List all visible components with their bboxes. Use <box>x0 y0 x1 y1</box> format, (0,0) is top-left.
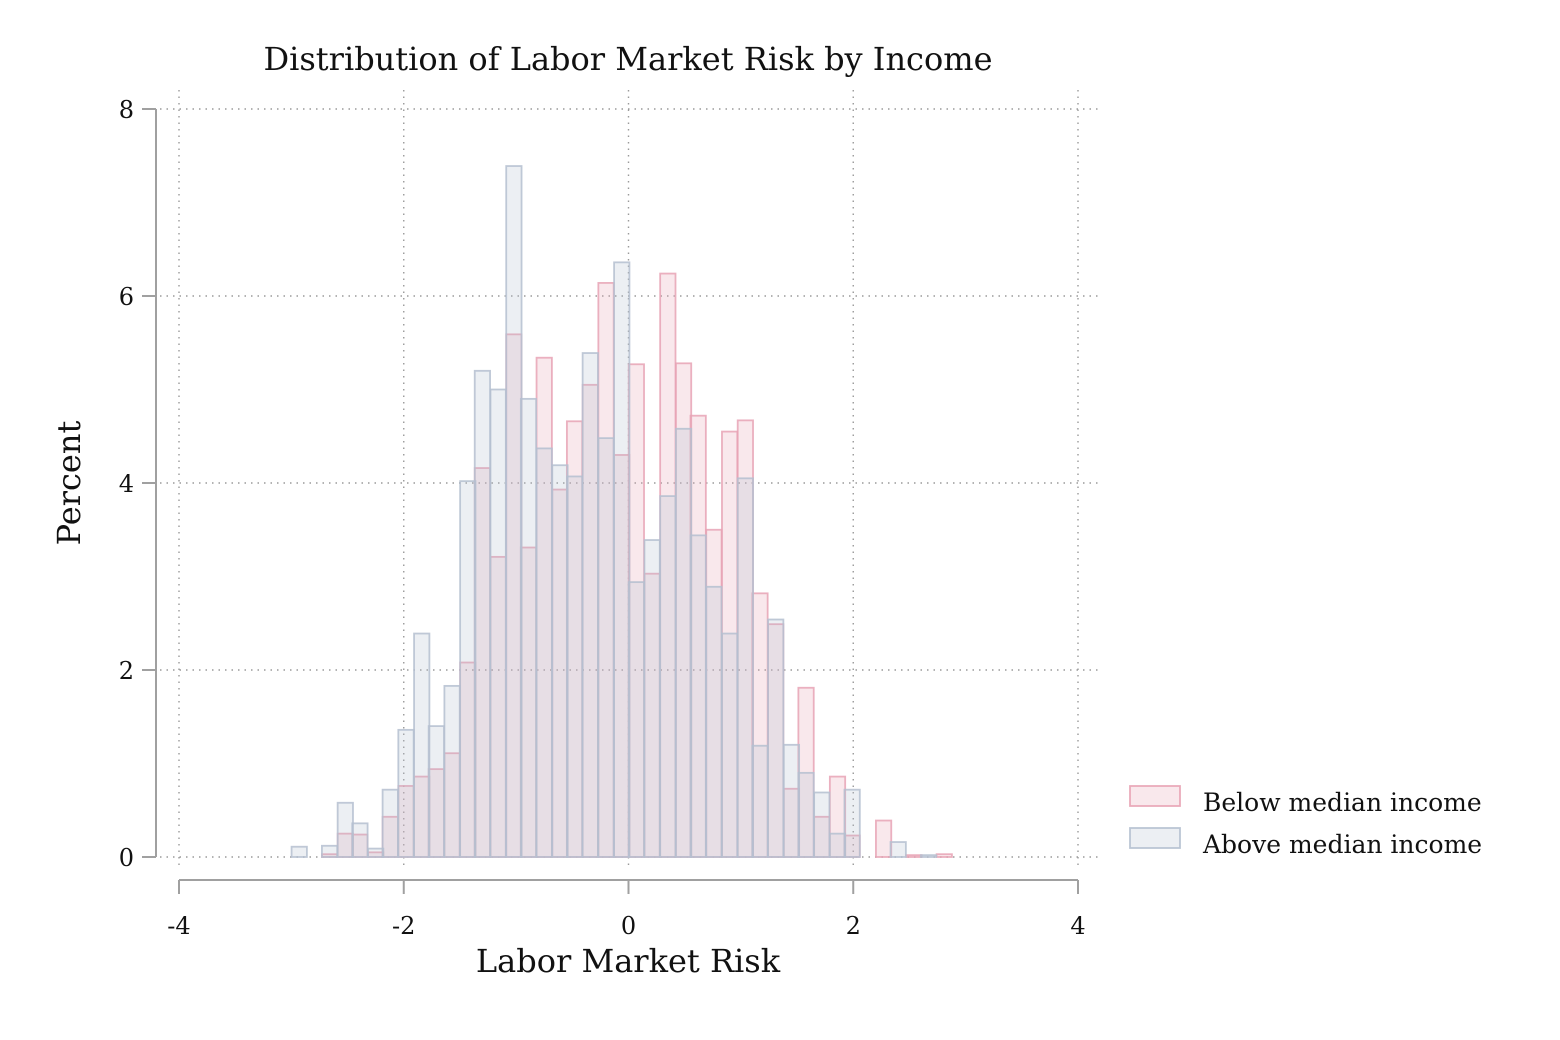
x-tick-label: 4 <box>1070 912 1085 940</box>
above-median-bar <box>397 728 415 858</box>
above-median-bar <box>813 791 831 858</box>
y-tick-label: 0 <box>119 844 134 872</box>
above-median-bar <box>751 744 769 858</box>
below-median-bar <box>875 819 893 858</box>
y-tick-labels: 0 2 4 6 8 <box>119 96 134 872</box>
y-axis-title: Percent <box>50 421 88 546</box>
above-median-bar <box>643 539 661 858</box>
y-tick-label: 8 <box>119 96 134 124</box>
x-axis-title: Labor Market Risk <box>476 942 781 980</box>
above-median-bar <box>705 585 723 858</box>
above-median-bar <box>828 832 847 858</box>
above-median-bar <box>351 822 369 858</box>
above-median-bar <box>473 369 491 858</box>
above-median-bar <box>889 841 907 858</box>
above-median-bar <box>565 475 584 858</box>
below-median-bar <box>935 853 953 858</box>
above-median-bar <box>613 261 631 858</box>
above-median-bar <box>843 788 861 858</box>
above-median-bar <box>782 743 801 858</box>
above-median-bar <box>427 725 445 858</box>
x-tick-labels: -4 -2 0 2 4 <box>167 912 1085 940</box>
above-median-bar <box>919 854 938 858</box>
above-median-bar <box>689 534 707 858</box>
below-median-bar <box>905 854 923 858</box>
above-median-bar <box>736 477 754 858</box>
axes <box>142 108 1079 894</box>
above-median-bar <box>581 352 599 858</box>
above-median-bar <box>459 480 477 858</box>
chart-title: Distribution of Labor Market Risk by Inc… <box>263 40 992 78</box>
legend: Below median income Above median income <box>1129 785 1482 859</box>
above-median-bar <box>797 771 815 858</box>
above-median-bar <box>321 844 339 858</box>
series-above-median-bars <box>290 165 938 858</box>
above-median-bar <box>627 581 645 858</box>
above-median-bar <box>290 845 308 858</box>
legend-label: Below median income <box>1203 788 1482 817</box>
above-median-bar <box>659 495 677 858</box>
above-median-bar <box>551 464 569 858</box>
x-tick-label: -2 <box>392 912 415 940</box>
above-median-bar <box>721 632 739 858</box>
above-median-bar <box>505 165 523 858</box>
legend-swatch <box>1129 785 1181 807</box>
y-tick-label: 2 <box>119 657 134 685</box>
y-tick-label: 4 <box>119 470 134 498</box>
above-median-bar <box>489 388 507 858</box>
above-median-bar <box>519 397 538 858</box>
x-tick-label: 0 <box>621 912 636 940</box>
above-median-bar <box>381 788 399 858</box>
above-median-bar <box>336 801 354 858</box>
above-median-bar <box>367 847 385 858</box>
above-median-bar <box>443 684 461 858</box>
above-median-bar <box>413 632 431 858</box>
x-tick-label: -4 <box>167 912 190 940</box>
above-median-bar <box>767 618 785 858</box>
above-median-bar <box>535 447 553 858</box>
above-median-bar <box>597 437 615 858</box>
y-tick-label: 6 <box>119 283 134 311</box>
above-median-bar <box>674 427 693 858</box>
x-tick-label: 2 <box>846 912 861 940</box>
legend-swatch <box>1129 827 1181 849</box>
legend-label: Above median income <box>1202 830 1482 859</box>
